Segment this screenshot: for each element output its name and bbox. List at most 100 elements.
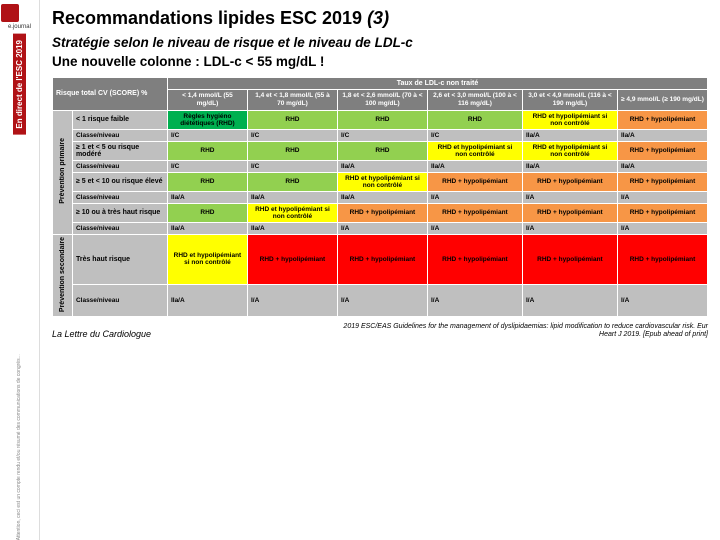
cell: RHD + hypolipémiant [427, 234, 522, 284]
class-cell: I/A [617, 284, 707, 316]
class-cell: IIa/A [167, 284, 247, 316]
cell: RHD [247, 141, 337, 160]
main-content: Recommandations lipides ESC 2019 (3) Str… [40, 0, 720, 540]
row-0-class: Classe/niveau I/C I/C I/C I/C IIa/A IIa/… [52, 129, 707, 141]
cell: RHD [427, 110, 522, 129]
class-label: Classe/niveau [72, 222, 167, 234]
class-cell: I/C [247, 160, 337, 172]
cell: RHD et hypolipémiant si non contrôlé [522, 110, 617, 129]
col-2: 1,8 et < 2,6 mmol/L (70 à < 100 mg/dL) [337, 90, 427, 111]
cell: RHD + hypolipémiant [522, 203, 617, 222]
cell: RHD + hypolipémiant [247, 234, 337, 284]
page-title: Recommandations lipides ESC 2019 (3) [52, 8, 708, 29]
class-cell: I/C [247, 129, 337, 141]
header-risk: Risque total CV (SCORE) % [52, 78, 167, 111]
footer-left: La Lettre du Cardiologue [52, 329, 151, 339]
row-2: ≥ 5 et < 10 ou risque élevé RHD RHD RHD … [52, 172, 707, 191]
cell: RHD [167, 172, 247, 191]
row-2-class: Classe/niveau IIa/A IIa/A IIa/A I/A I/A … [52, 191, 707, 203]
class-cell: I/A [337, 284, 427, 316]
row-1: ≥ 1 et < 5 ou risque modéré RHD RHD RHD … [52, 141, 707, 160]
row-3-label: ≥ 10 ou à très haut risque [72, 203, 167, 222]
class-cell: I/A [522, 191, 617, 203]
cell: RHD [337, 110, 427, 129]
col-1: 1,4 et < 1,8 mmol/L (55 à 70 mg/dL) [247, 90, 337, 111]
class-cell: I/A [247, 284, 337, 316]
cell: RHD et hypolipémiant si non contrôlé [337, 172, 427, 191]
class-cell: I/C [337, 129, 427, 141]
class-cell: IIa/A [617, 160, 707, 172]
class-cell: I/C [167, 160, 247, 172]
cell: RHD [167, 141, 247, 160]
row-0-label: < 1 risque faible [72, 110, 167, 129]
class-cell: IIa/A [167, 191, 247, 203]
class-cell: I/A [522, 284, 617, 316]
col-4: 3,0 et < 4,9 mmol/L (116 à < 190 mg/dL) [522, 90, 617, 111]
class-label: Classe/niveau [72, 284, 167, 316]
class-cell: IIa/A [337, 191, 427, 203]
class-label: Classe/niveau [72, 160, 167, 172]
subtitle-2: Une nouvelle colonne : LDL-c < 55 mg/dL … [52, 54, 708, 69]
row-0: Prévention primaire < 1 risque faible Rè… [52, 110, 707, 129]
cell: RHD + hypolipémiant [337, 234, 427, 284]
col-3: 2,6 et < 3,0 mmol/L (100 à < 116 mg/dL) [427, 90, 522, 111]
class-cell: I/A [427, 222, 522, 234]
cell: RHD [247, 172, 337, 191]
class-cell: IIa/A [247, 222, 337, 234]
cell: RHD [167, 203, 247, 222]
class-cell: I/A [617, 222, 707, 234]
sidebar-fineprint: Attention, ceci est un compte rendu et/o… [16, 145, 22, 540]
class-label: Classe/niveau [72, 191, 167, 203]
class-cell: IIa/A [247, 191, 337, 203]
risk-table: Risque total CV (SCORE) % Taux de LDL-c … [52, 77, 708, 317]
cell: RHD + hypolipémiant [522, 234, 617, 284]
cell: Règles hygiéno diététiques (RHD) [167, 110, 247, 129]
class-cell: I/C [167, 129, 247, 141]
sidebar-tab: En direct de l'ESC 2019 [13, 34, 26, 135]
class-cell: IIa/A [337, 160, 427, 172]
vlabel-secondary: Prévention secondaire [52, 234, 72, 316]
subtitle-1: Stratégie selon le niveau de risque et l… [52, 35, 708, 50]
title-suffix: (3) [367, 8, 389, 28]
cell: RHD + hypolipémiant [617, 172, 707, 191]
cell: RHD et hypolipémiant si non contrôlé [427, 141, 522, 160]
col-0: < 1,4 mmol/L (55 mg/dL) [167, 90, 247, 111]
row-4-label: Très haut risque [72, 234, 167, 284]
class-label: Classe/niveau [72, 129, 167, 141]
page: e.journal En direct de l'ESC 2019 Attent… [0, 0, 720, 540]
row-3: ≥ 10 ou à très haut risque RHD RHD et hy… [52, 203, 707, 222]
row-4: Prévention secondaire Très haut risque R… [52, 234, 707, 284]
cell: RHD et hypolipémiant si non contrôlé [247, 203, 337, 222]
class-cell: I/A [427, 191, 522, 203]
col-5: ≥ 4,9 mmol/L (≥ 190 mg/dL) [617, 90, 707, 111]
class-cell: I/A [427, 284, 522, 316]
logo-text: e.journal [1, 24, 37, 30]
class-cell: I/A [337, 222, 427, 234]
cell: RHD + hypolipémiant [427, 203, 522, 222]
cell: RHD + hypolipémiant [337, 203, 427, 222]
class-cell: IIa/A [522, 129, 617, 141]
cell: RHD + hypolipémiant [617, 141, 707, 160]
cell: RHD et hypolipémiant si non contrôlé [522, 141, 617, 160]
cell: RHD et hypolipémiant si non contrôlé [167, 234, 247, 284]
row-2-label: ≥ 5 et < 10 ou risque élevé [72, 172, 167, 191]
class-cell: IIa/A [522, 160, 617, 172]
vlabel-primary: Prévention primaire [52, 110, 72, 234]
sidebar: e.journal En direct de l'ESC 2019 Attent… [0, 0, 40, 540]
cell: RHD + hypolipémiant [522, 172, 617, 191]
class-cell: IIa/A [427, 160, 522, 172]
footer-right: 2019 ESC/EAS Guidelines for the manageme… [328, 323, 708, 340]
header-ldl: Taux de LDL-c non traité [167, 78, 707, 90]
logo-icon [1, 4, 19, 22]
row-1-class: Classe/niveau I/C I/C IIa/A IIa/A IIa/A … [52, 160, 707, 172]
row-1-label: ≥ 1 et < 5 ou risque modéré [72, 141, 167, 160]
header-row-top: Risque total CV (SCORE) % Taux de LDL-c … [52, 78, 707, 90]
cell: RHD + hypolipémiant [617, 234, 707, 284]
class-cell: I/A [522, 222, 617, 234]
cell: RHD [247, 110, 337, 129]
class-cell: IIa/A [167, 222, 247, 234]
row-3-class: Classe/niveau IIa/A IIa/A I/A I/A I/A I/… [52, 222, 707, 234]
row-4-class: Classe/niveau IIa/A I/A I/A I/A I/A I/A [52, 284, 707, 316]
class-cell: IIa/A [617, 129, 707, 141]
cell: RHD + hypolipémiant [427, 172, 522, 191]
